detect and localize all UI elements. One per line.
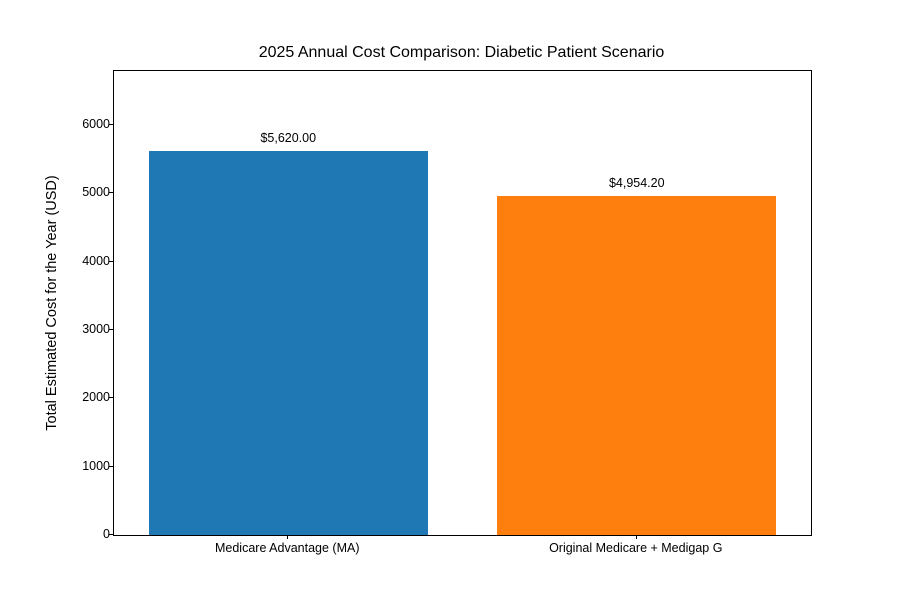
plot-area: $5,620.00 $4,954.20 xyxy=(113,70,812,536)
y-tick-mark-0 xyxy=(109,534,113,535)
y-tick-mark-3 xyxy=(109,328,113,330)
y-tick-label-6: 6000 xyxy=(82,116,110,131)
y-tick-label-5: 5000 xyxy=(82,185,110,200)
bar-1 xyxy=(497,196,777,535)
y-tick-mark-1 xyxy=(109,465,113,467)
y-tick-label-1: 1000 xyxy=(82,458,110,473)
x-tick-mark-0 xyxy=(287,535,289,539)
bar-value-label-1: $4,954.20 xyxy=(608,176,665,191)
x-tick-mark-1 xyxy=(635,535,637,539)
y-tick-mark-6 xyxy=(109,123,113,125)
y-tick-mark-2 xyxy=(109,397,113,399)
chart-title: 2025 Annual Cost Comparison: Diabetic Pa… xyxy=(258,44,665,61)
bar-value-label-0: $5,620.00 xyxy=(260,130,317,145)
y-tick-label-3: 3000 xyxy=(82,321,110,336)
y-tick-label-2: 2000 xyxy=(82,390,110,405)
y-tick-mark-5 xyxy=(109,192,113,194)
x-tick-label-1: Original Medicare + Medigap G xyxy=(549,541,723,555)
bar-0 xyxy=(148,150,428,535)
y-tick-label-0: 0 xyxy=(103,527,110,541)
x-tick-label-0: Medicare Advantage (MA) xyxy=(214,541,360,555)
y-tick-mark-4 xyxy=(109,260,113,262)
y-tick-label-4: 4000 xyxy=(82,253,110,268)
y-axis-label: Total Estimated Cost for the Year (USD) xyxy=(44,175,60,431)
